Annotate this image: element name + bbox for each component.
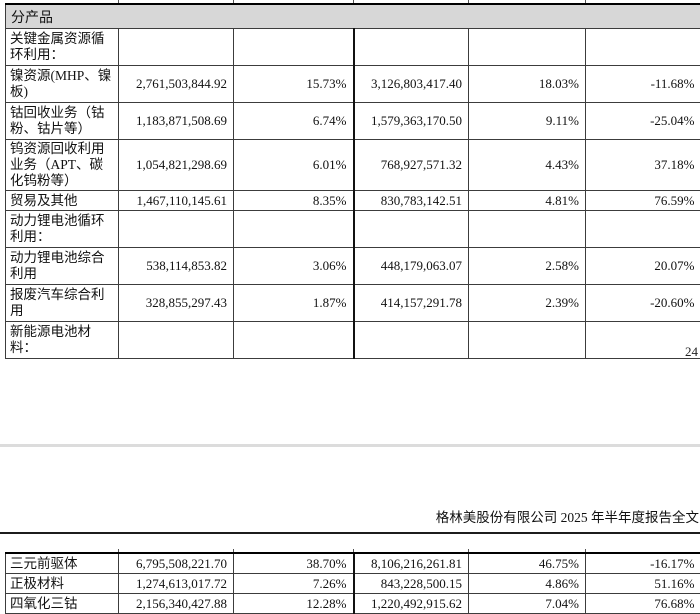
page-number: 24 xyxy=(685,344,698,360)
cell-prior-revenue xyxy=(354,211,469,248)
cell-prior-share: 2.39% xyxy=(469,285,586,322)
cell-revenue-share: 6.01% xyxy=(234,140,354,191)
by-product-table-page1: 分产品 关键金属资源循 环利用： 镍资源(MHP、镍 板) 2,761,503,… xyxy=(5,3,700,359)
row-label: 镍资源(MHP、镍 板) xyxy=(6,66,119,103)
cell-yoy-change: 20.07% xyxy=(586,248,700,285)
cell-revenue: 1,274,613,017.72 xyxy=(119,574,234,594)
cell-prior-revenue: 8,106,216,261.81 xyxy=(354,553,469,574)
row-label: 四氧化三钴 xyxy=(6,594,119,614)
table-row: 四氧化三钴 2,156,340,427.88 12.28% 1,220,492,… xyxy=(6,594,700,614)
cell-prior-share: 4.86% xyxy=(469,574,586,594)
cell-revenue: 2,156,340,427.88 xyxy=(119,594,234,614)
row-label: 报废汽车综合利 用 xyxy=(6,285,119,322)
cell-revenue-share: 3.06% xyxy=(234,248,354,285)
cell-prior-share xyxy=(469,322,586,359)
row-label: 三元前驱体 xyxy=(6,553,119,574)
table-row: 三元前驱体 6,795,508,221.70 38.70% 8,106,216,… xyxy=(6,553,700,574)
row-label: 新能源电池材 料： xyxy=(6,322,119,359)
cell-prior-revenue: 1,579,363,170.50 xyxy=(354,103,469,140)
cell-prior-revenue: 843,228,500.15 xyxy=(354,574,469,594)
cell-yoy-change: -25.04% xyxy=(586,103,700,140)
cell-yoy-change: 37.18% xyxy=(586,140,700,191)
cell-revenue-share: 1.87% xyxy=(234,285,354,322)
cell-revenue: 1,467,110,145.61 xyxy=(119,191,234,211)
cell-prior-share: 46.75% xyxy=(469,553,586,574)
cell-revenue-share xyxy=(234,322,354,359)
table-row: 关键金属资源循 环利用： xyxy=(6,29,700,66)
row-label: 动力锂电池循环 利用： xyxy=(6,211,119,248)
header-rule xyxy=(0,532,700,534)
cell-revenue xyxy=(119,29,234,66)
cell-revenue: 328,855,297.43 xyxy=(119,285,234,322)
cell-revenue-share xyxy=(234,211,354,248)
cell-revenue-share: 6.74% xyxy=(234,103,354,140)
cell-revenue-share: 12.28% xyxy=(234,594,354,614)
row-label: 关键金属资源循 环利用： xyxy=(6,29,119,66)
table-row: 动力锂电池综合 利用 538,114,853.82 3.06% 448,179,… xyxy=(6,248,700,285)
cell-revenue xyxy=(119,211,234,248)
cell-yoy-change: 51.16% xyxy=(586,574,700,594)
cell-yoy-change: -11.68% xyxy=(586,66,700,103)
table-row: 报废汽车综合利 用 328,855,297.43 1.87% 414,157,2… xyxy=(6,285,700,322)
cell-yoy-change: -16.17% xyxy=(586,553,700,574)
cell-revenue-share: 15.73% xyxy=(234,66,354,103)
cell-prior-revenue: 448,179,063.07 xyxy=(354,248,469,285)
cell-prior-revenue: 768,927,571.32 xyxy=(354,140,469,191)
table-row: 钴回收业务（钴 粉、钴片等） 1,183,871,508.69 6.74% 1,… xyxy=(6,103,700,140)
cell-prior-revenue: 414,157,291.78 xyxy=(354,285,469,322)
cell-revenue-share xyxy=(234,29,354,66)
row-label: 动力锂电池综合 利用 xyxy=(6,248,119,285)
cell-prior-revenue xyxy=(354,29,469,66)
cell-yoy-change: -20.60% xyxy=(586,285,700,322)
table-row: 动力锂电池循环 利用： xyxy=(6,211,700,248)
section-label: 分产品 xyxy=(6,4,700,29)
cell-revenue xyxy=(119,322,234,359)
row-label: 钨资源回收利用 业务（APT、碳 化钨粉等） xyxy=(6,140,119,191)
cell-yoy-change: 76.68% xyxy=(586,594,700,614)
row-label: 贸易及其他 xyxy=(6,191,119,211)
table-row: 钨资源回收利用 业务（APT、碳 化钨粉等） 1,054,821,298.69 … xyxy=(6,140,700,191)
cell-revenue-share: 7.26% xyxy=(234,574,354,594)
cell-prior-share: 18.03% xyxy=(469,66,586,103)
by-product-table-page2: 三元前驱体 6,795,508,221.70 38.70% 8,106,216,… xyxy=(5,552,700,614)
cell-prior-revenue: 830,783,142.51 xyxy=(354,191,469,211)
page-separator xyxy=(0,444,700,447)
cell-prior-share: 4.43% xyxy=(469,140,586,191)
cell-prior-revenue xyxy=(354,322,469,359)
cell-yoy-change xyxy=(586,322,700,359)
cell-revenue: 1,183,871,508.69 xyxy=(119,103,234,140)
cell-prior-revenue: 1,220,492,915.62 xyxy=(354,594,469,614)
cell-revenue: 538,114,853.82 xyxy=(119,248,234,285)
row-label: 正极材料 xyxy=(6,574,119,594)
cell-revenue: 2,761,503,844.92 xyxy=(119,66,234,103)
section-row: 分产品 xyxy=(6,4,700,29)
table-row: 正极材料 1,274,613,017.72 7.26% 843,228,500.… xyxy=(6,574,700,594)
cell-revenue: 1,054,821,298.69 xyxy=(119,140,234,191)
report-running-header: 格林美股份有限公司 2025 年半年度报告全文 xyxy=(436,506,699,526)
cell-yoy-change: 76.59% xyxy=(586,191,700,211)
cell-revenue-share: 38.70% xyxy=(234,553,354,574)
cell-yoy-change xyxy=(586,211,700,248)
cell-prior-share xyxy=(469,211,586,248)
row-label: 钴回收业务（钴 粉、钴片等） xyxy=(6,103,119,140)
cell-prior-share xyxy=(469,29,586,66)
cell-yoy-change xyxy=(586,29,700,66)
cell-prior-share: 7.04% xyxy=(469,594,586,614)
table-row: 新能源电池材 料： xyxy=(6,322,700,359)
cell-prior-share: 9.11% xyxy=(469,103,586,140)
cell-prior-share: 4.81% xyxy=(469,191,586,211)
cell-prior-share: 2.58% xyxy=(469,248,586,285)
cell-prior-revenue: 3,126,803,417.40 xyxy=(354,66,469,103)
cell-revenue-share: 8.35% xyxy=(234,191,354,211)
table-row: 镍资源(MHP、镍 板) 2,761,503,844.92 15.73% 3,1… xyxy=(6,66,700,103)
table-row: 贸易及其他 1,467,110,145.61 8.35% 830,783,142… xyxy=(6,191,700,211)
cell-revenue: 6,795,508,221.70 xyxy=(119,553,234,574)
